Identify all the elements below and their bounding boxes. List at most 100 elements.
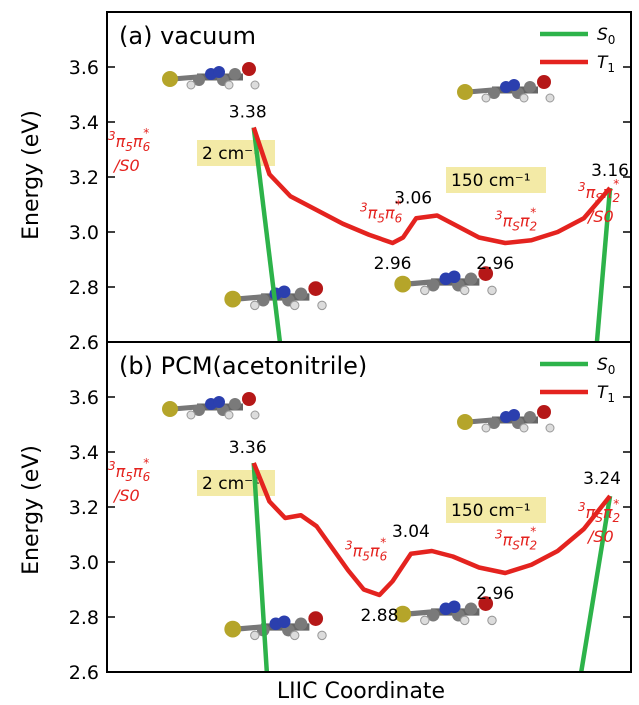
atom [294, 617, 308, 631]
atom [426, 608, 440, 622]
hydrogen-atom [481, 93, 491, 103]
nitrogen-atom [213, 66, 225, 78]
hydrogen-atom [289, 300, 300, 311]
series-S0-line-0 [251, 462, 270, 672]
value-label: 3.24 [583, 469, 621, 489]
sulfur-atom [162, 71, 178, 87]
hydrogen-atom [487, 615, 497, 626]
state-label-start: 3π5π6* [108, 126, 151, 154]
hydrogen-atom [420, 615, 430, 626]
molecule-min2 [394, 596, 497, 626]
oxygen-atom [308, 281, 324, 296]
nitrogen-atom [277, 615, 291, 629]
hydrogen-atom [420, 285, 430, 296]
sulfur-atom [224, 290, 242, 308]
hydrogen-atom [545, 423, 555, 433]
oxygen-atom [537, 75, 551, 89]
hydrogen-atom [250, 410, 260, 420]
atom [524, 81, 536, 93]
hydrogen-atom [519, 93, 529, 103]
oxygen-atom [537, 405, 551, 419]
atom [229, 68, 241, 80]
nitrogen-atom [447, 270, 461, 284]
panels: 2.6 2.8 3.0 3.2 3.4 3.6 2 cm⁻¹ 150 cm⁻¹ 3.38 2.96… [69, 11, 632, 684]
highlight-box-2 [446, 497, 546, 523]
panel-title: (b) PCM(acetonitrile) [119, 352, 367, 380]
value-label: 3.16 [591, 161, 629, 181]
oxygen-atom [478, 596, 494, 611]
y-tick-label: 3.2 [69, 497, 99, 519]
hydrogen-atom [545, 93, 555, 103]
box-label-2: 150 cm⁻¹ [451, 171, 531, 191]
value-label: 3.36 [229, 438, 267, 458]
state-label-start: 3π5π6* [108, 456, 151, 484]
atom [193, 404, 205, 416]
hydrogen-atom [186, 80, 196, 90]
hydrogen-atom [186, 410, 196, 420]
atom [488, 417, 500, 429]
value-label: 2.96 [476, 584, 514, 604]
sulfur-atom [457, 414, 473, 430]
state-label-start-b: /S0 [112, 486, 140, 505]
molecule-start [162, 392, 260, 420]
panel-a: 2.6 2.8 3.0 3.2 3.4 3.6 2 cm⁻¹ 150 cm⁻¹ 3.38 2.96… [69, 11, 632, 354]
plot-area [251, 462, 613, 672]
legend-label-s0: S0 [597, 25, 615, 47]
hydrogen-atom [250, 630, 260, 641]
hydrogen-atom [459, 615, 470, 626]
sulfur-atom [457, 84, 473, 100]
molecule-min1 [224, 281, 327, 311]
atom [488, 87, 500, 99]
y-tick-label: 2.6 [69, 662, 99, 684]
atom [193, 74, 205, 86]
hydrogen-atom [481, 423, 491, 433]
oxygen-atom [242, 62, 256, 76]
sulfur-atom [162, 401, 178, 417]
series-S0-line-0 [251, 127, 283, 342]
hydrogen-atom [224, 80, 234, 90]
series-T1-line [251, 126, 612, 246]
y-tick-label: 2.8 [69, 277, 99, 299]
sulfur-atom [394, 605, 412, 623]
y-tick-label: 3.0 [69, 552, 99, 574]
series-S0-line-1 [578, 495, 613, 672]
oxygen-atom [308, 611, 324, 626]
axes-frame [106, 341, 632, 673]
value-label: 3.04 [392, 522, 430, 542]
molecule-end [457, 405, 555, 433]
nitrogen-atom [508, 79, 520, 91]
molecule-min1 [224, 611, 327, 641]
value-label: 2.96 [476, 254, 514, 274]
hydrogen-atom [519, 423, 529, 433]
atom [426, 278, 440, 292]
value-label: 2.96 [374, 254, 412, 274]
panel-title: (a) vacuum [119, 22, 256, 50]
hydrogen-atom [459, 285, 470, 296]
state-label-min1: 3π5π6* [360, 197, 403, 225]
y-tick-label: 2.8 [69, 607, 99, 629]
molecule-start [162, 62, 260, 90]
box-label-1: 2 cm⁻¹ [202, 144, 260, 164]
hydrogen-atom [224, 410, 234, 420]
series-S0-line-1 [594, 187, 613, 342]
state-label-end: 3πSπ2* [578, 497, 620, 525]
nitrogen-atom [213, 396, 225, 408]
hydrogen-atom [250, 300, 260, 311]
y-tick-label: 3.2 [69, 167, 99, 189]
hydrogen-atom [317, 630, 327, 641]
molecule-min2 [394, 266, 497, 296]
state-label-min2: 3πSπ2* [495, 525, 537, 553]
y-tick-label: 3.4 [69, 442, 99, 464]
atom [524, 411, 536, 423]
nitrogen-atom [508, 409, 520, 421]
y-tick-label: 2.6 [69, 332, 99, 354]
state-label-min1: 3π5π6* [345, 536, 388, 564]
panel-b: 2.6 2.8 3.0 3.2 3.4 3.6 2 cm⁻¹ 150 cm⁻¹ 3.36 2.88… [69, 341, 632, 684]
state-label-min2: 3πSπ2* [495, 206, 537, 234]
hydrogen-atom [487, 285, 497, 296]
oxygen-atom [242, 392, 256, 406]
legend-label-t1: T1 [597, 383, 615, 405]
sulfur-atom [224, 620, 242, 638]
x-axis-label: LIIC Coordinate [277, 679, 445, 704]
